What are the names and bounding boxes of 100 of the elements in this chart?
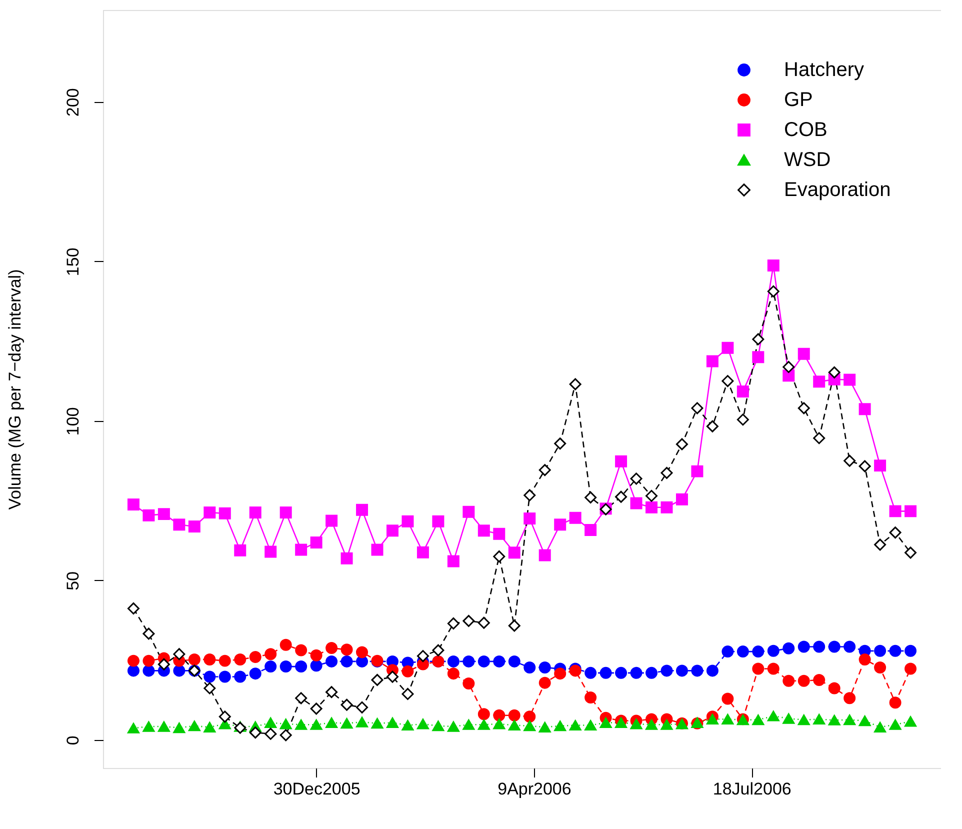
point bbox=[508, 620, 520, 632]
point bbox=[493, 550, 506, 562]
point bbox=[767, 644, 780, 657]
point bbox=[828, 714, 840, 726]
point bbox=[310, 649, 322, 662]
point bbox=[722, 342, 734, 354]
point bbox=[904, 505, 917, 518]
point bbox=[432, 720, 444, 732]
y-tick-label: 150 bbox=[64, 248, 82, 276]
point bbox=[767, 710, 780, 722]
point bbox=[752, 662, 764, 675]
point bbox=[447, 721, 460, 732]
point bbox=[660, 719, 673, 730]
point bbox=[904, 644, 917, 657]
y-tick-label: 100 bbox=[64, 407, 82, 436]
point bbox=[493, 655, 506, 668]
point bbox=[249, 726, 262, 739]
point bbox=[676, 493, 688, 506]
point bbox=[386, 717, 398, 728]
point bbox=[798, 674, 810, 687]
point bbox=[524, 720, 536, 732]
point bbox=[691, 402, 704, 414]
point bbox=[447, 555, 460, 568]
legend-label: Evaporation bbox=[784, 179, 891, 201]
point bbox=[646, 490, 658, 502]
point bbox=[538, 722, 551, 732]
point bbox=[798, 402, 810, 414]
point bbox=[676, 438, 688, 450]
point bbox=[340, 552, 353, 564]
point bbox=[736, 386, 749, 398]
point bbox=[478, 524, 490, 537]
point bbox=[127, 664, 140, 677]
point bbox=[584, 720, 597, 731]
point bbox=[447, 655, 460, 668]
point bbox=[508, 655, 520, 668]
point bbox=[280, 718, 292, 730]
point bbox=[844, 692, 856, 704]
point bbox=[188, 654, 200, 666]
point bbox=[127, 722, 140, 734]
point bbox=[752, 333, 764, 346]
point bbox=[295, 644, 308, 656]
point bbox=[584, 524, 597, 536]
point bbox=[722, 646, 734, 658]
point bbox=[630, 472, 642, 485]
point bbox=[874, 662, 886, 674]
point bbox=[295, 544, 308, 556]
point bbox=[356, 646, 368, 658]
point bbox=[813, 376, 826, 388]
point bbox=[371, 544, 384, 556]
point bbox=[874, 460, 886, 472]
point bbox=[462, 677, 475, 690]
point bbox=[782, 360, 795, 373]
point bbox=[524, 489, 536, 502]
point bbox=[798, 348, 810, 360]
point bbox=[508, 546, 520, 559]
point bbox=[340, 718, 353, 729]
point bbox=[416, 718, 429, 730]
point bbox=[310, 660, 322, 672]
point bbox=[310, 536, 322, 548]
point bbox=[326, 717, 338, 728]
point bbox=[462, 506, 475, 518]
point bbox=[858, 403, 871, 416]
point bbox=[127, 654, 140, 667]
point bbox=[204, 670, 216, 683]
point bbox=[478, 708, 490, 720]
point bbox=[813, 640, 826, 653]
point bbox=[356, 716, 368, 728]
point bbox=[676, 664, 688, 677]
point bbox=[310, 719, 322, 730]
point bbox=[264, 648, 277, 660]
point bbox=[478, 616, 490, 629]
point bbox=[280, 638, 292, 651]
point bbox=[356, 701, 368, 714]
point bbox=[524, 512, 536, 525]
point bbox=[295, 660, 308, 673]
point bbox=[386, 670, 398, 683]
point bbox=[767, 662, 780, 675]
point bbox=[142, 509, 155, 522]
point bbox=[371, 718, 384, 729]
point bbox=[340, 644, 353, 656]
point bbox=[904, 546, 917, 559]
point bbox=[402, 720, 414, 731]
point bbox=[630, 666, 642, 679]
y-axis-title: Volume (MG per 7−day interval) bbox=[6, 269, 24, 510]
point bbox=[858, 715, 871, 726]
point bbox=[204, 654, 216, 666]
point bbox=[158, 721, 170, 732]
point bbox=[889, 644, 902, 657]
point bbox=[173, 648, 186, 660]
point bbox=[722, 375, 734, 388]
point bbox=[767, 285, 780, 298]
x-tick-label: 9Apr2006 bbox=[498, 780, 572, 798]
point bbox=[356, 504, 368, 516]
point bbox=[249, 650, 262, 663]
point bbox=[280, 660, 292, 673]
point bbox=[158, 508, 170, 520]
point bbox=[736, 414, 749, 426]
point bbox=[844, 640, 856, 653]
point bbox=[600, 717, 612, 728]
point bbox=[722, 714, 734, 724]
